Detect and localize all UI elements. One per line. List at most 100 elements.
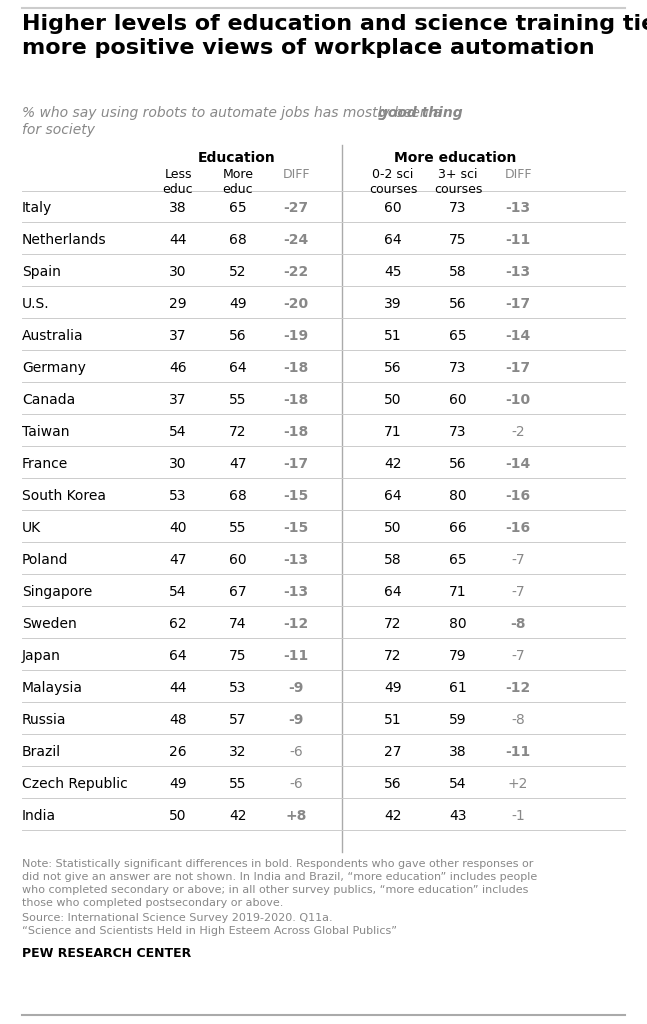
Text: 29: 29 [169,297,187,311]
Text: 49: 49 [384,681,402,695]
Text: -13: -13 [283,585,309,599]
Text: 45: 45 [384,265,402,279]
Text: 40: 40 [170,521,187,535]
Text: 64: 64 [384,585,402,599]
Text: -17: -17 [505,297,531,311]
Text: 61: 61 [449,681,467,695]
Text: 65: 65 [449,553,467,567]
Text: -13: -13 [505,265,531,279]
Text: 50: 50 [170,809,187,823]
Text: 49: 49 [169,777,187,791]
Text: 50: 50 [384,521,402,535]
Text: 47: 47 [170,553,187,567]
Text: Malaysia: Malaysia [22,681,83,695]
Text: -16: -16 [505,489,531,503]
Text: -11: -11 [505,745,531,759]
Text: 65: 65 [229,201,247,215]
Text: -7: -7 [511,585,525,599]
Text: +2: +2 [508,777,528,791]
Text: 75: 75 [449,233,466,247]
Text: -2: -2 [511,425,525,439]
Text: -18: -18 [283,361,309,375]
Text: 72: 72 [384,649,402,663]
Text: 55: 55 [229,521,247,535]
Text: 51: 51 [384,329,402,343]
Text: Less
educ: Less educ [162,168,193,196]
Text: 72: 72 [229,425,247,439]
Text: Taiwan: Taiwan [22,425,69,439]
Text: -13: -13 [505,201,531,215]
Text: 53: 53 [229,681,247,695]
Text: 74: 74 [229,617,247,631]
Text: Source: International Science Survey 2019-2020. Q11a.: Source: International Science Survey 201… [22,913,333,923]
Text: More education: More education [394,151,517,165]
Text: 42: 42 [384,809,402,823]
Text: Russia: Russia [22,713,67,727]
Text: Brazil: Brazil [22,745,61,759]
Text: -24: -24 [283,233,309,247]
Text: -15: -15 [283,521,309,535]
Text: 56: 56 [449,297,467,311]
Text: UK: UK [22,521,41,535]
Text: 51: 51 [384,713,402,727]
Text: -7: -7 [511,553,525,567]
Text: 54: 54 [170,585,187,599]
Text: 38: 38 [449,745,467,759]
Text: PEW RESEARCH CENTER: PEW RESEARCH CENTER [22,947,192,961]
Text: Poland: Poland [22,553,69,567]
Text: % who say using robots to automate jobs has mostly been a: % who say using robots to automate jobs … [22,106,446,120]
Text: did not give an answer are not shown. In India and Brazil, “more education” incl: did not give an answer are not shown. In… [22,872,537,882]
Text: Education: Education [198,151,276,165]
Text: Czech Republic: Czech Republic [22,777,127,791]
Text: 56: 56 [384,777,402,791]
Text: 56: 56 [384,361,402,375]
Text: -11: -11 [505,233,531,247]
Text: 56: 56 [229,329,247,343]
Text: 64: 64 [384,233,402,247]
Text: -16: -16 [505,521,531,535]
Text: 27: 27 [384,745,402,759]
Text: 32: 32 [229,745,247,759]
Text: 39: 39 [384,297,402,311]
Text: 73: 73 [449,201,466,215]
Text: Canada: Canada [22,393,75,407]
Text: who completed secondary or above; in all other survey publics, “more education” : who completed secondary or above; in all… [22,885,529,895]
Text: for society: for society [22,123,95,137]
Text: 58: 58 [449,265,467,279]
Text: 42: 42 [229,809,247,823]
Text: -27: -27 [283,201,309,215]
Text: -12: -12 [505,681,531,695]
Text: -12: -12 [283,617,309,631]
Text: -6: -6 [289,745,303,759]
Text: 30: 30 [170,457,187,471]
Text: -9: -9 [289,681,303,695]
Text: Netherlands: Netherlands [22,233,107,247]
Text: -22: -22 [283,265,309,279]
Text: Australia: Australia [22,329,83,343]
Text: U.S.: U.S. [22,297,50,311]
Text: 64: 64 [229,361,247,375]
Text: Japan: Japan [22,649,61,663]
Text: 68: 68 [229,489,247,503]
Text: -11: -11 [283,649,309,663]
Text: -14: -14 [505,329,531,343]
Text: +8: +8 [285,809,307,823]
Text: 68: 68 [229,233,247,247]
Text: 57: 57 [229,713,247,727]
Text: -10: -10 [505,393,531,407]
Text: 59: 59 [449,713,467,727]
Text: 73: 73 [449,425,466,439]
Text: -7: -7 [511,649,525,663]
Text: 50: 50 [384,393,402,407]
Text: Italy: Italy [22,201,52,215]
Text: Germany: Germany [22,361,86,375]
Text: 64: 64 [384,489,402,503]
Text: 80: 80 [449,489,467,503]
Text: 43: 43 [449,809,466,823]
Text: 72: 72 [384,617,402,631]
Text: -20: -20 [283,297,309,311]
Text: 44: 44 [170,233,187,247]
Text: -9: -9 [289,713,303,727]
Text: 60: 60 [229,553,247,567]
Text: 30: 30 [170,265,187,279]
